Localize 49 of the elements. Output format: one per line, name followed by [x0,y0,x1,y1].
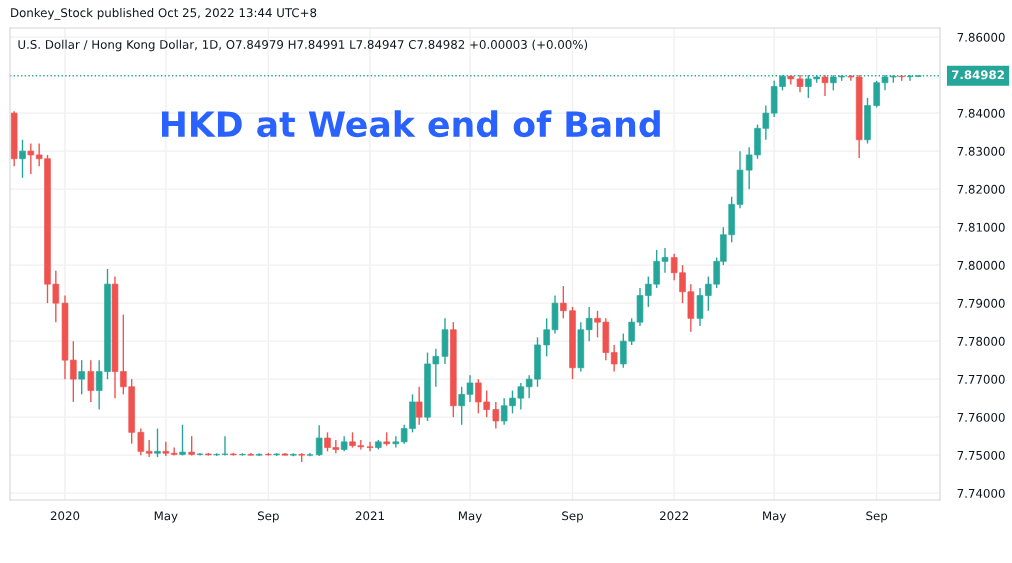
candlestick [145,439,153,458]
candlestick [179,424,186,457]
candlestick [560,285,567,320]
x-tick-label: 2020 [50,511,80,521]
candlestick [441,317,449,365]
candlestick [796,74,804,93]
candlestick [162,441,170,457]
candlestick [188,435,195,457]
y-tick-label: 7.83000 [957,146,1005,156]
x-tick-label: Sep [257,511,279,523]
y-tick-label: 7.79000 [957,298,1005,308]
y-tick-label: 7.78000 [957,336,1005,346]
x-tick-label: 2022 [660,511,689,521]
text: HKD at Weak end of Band [161,110,660,138]
candlestick [170,446,178,457]
candlestick [78,359,85,396]
candlestick [569,306,576,380]
candlestick [19,139,26,179]
candlestick [247,452,255,457]
candlestick [821,74,829,97]
x-tick-label: May [154,511,178,523]
candlestick [306,452,314,457]
candlestick [450,321,457,418]
y-tick-label: 7.86000 [957,32,1005,42]
candlestick [392,435,400,449]
x-tick-label: Sep [866,511,888,523]
candlestick [27,142,35,175]
y-tick-label: 7.82000 [957,184,1005,194]
text: U.S. Dollar / Hong Kong Dollar, 1D, O7.84979 H7.84991 L7.84947 C7.84982 +0.00003 (+0.00%) [18,39,588,52]
candlestick [366,441,374,453]
x-tick-label: May [458,511,482,523]
x-tick-label: Sep [562,511,583,523]
y-tick-label: 7.80000 [957,260,1005,270]
y-tick-label: 7.77000 [957,374,1005,384]
candlestick [787,74,795,86]
y-tick-label: 7.81000 [957,222,1005,232]
y-tick-label: 7.74000 [957,488,1005,498]
y-tick-label: 7.76000 [957,412,1005,422]
y-tick-label: 7.75000 [957,450,1005,460]
candlestick [864,97,871,145]
candlestick [154,427,161,458]
ref-line-label: 7.84982 [951,70,1004,80]
y-tick-label: 7.84000 [957,108,1005,118]
candlestick [255,452,263,457]
x-tick-label: May [763,511,787,523]
candlestick [281,452,289,457]
text: Donkey_Stock published Oct 25, 2022 13:44 UTC+8 [11,8,317,20]
x-tick-label: 2021 [355,511,384,521]
candlestick [196,452,204,457]
